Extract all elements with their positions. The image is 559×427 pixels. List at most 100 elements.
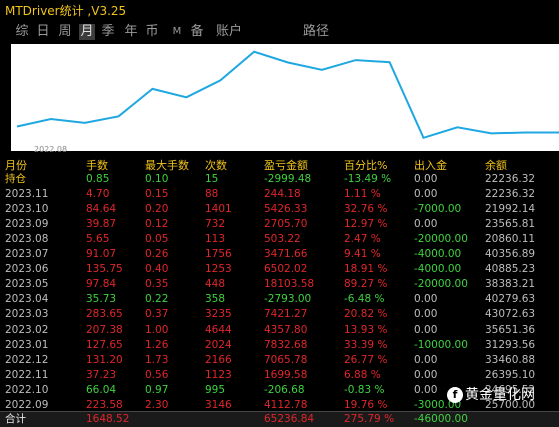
table-cell: 207.38 xyxy=(86,323,123,336)
watermark-logo-icon: f xyxy=(447,387,463,403)
column-header: 月份 xyxy=(5,159,27,172)
table-cell: 2024 xyxy=(205,338,232,351)
table-cell: 33.39 % xyxy=(344,338,388,351)
table-row: 2023.10 84.64 0.20 1401 5426.33 32.76 % -7000.… xyxy=(0,203,559,216)
equity-chart-svg xyxy=(16,50,559,140)
tab-6[interactable]: 币 xyxy=(145,24,159,39)
table-cell: 3471.66 xyxy=(264,248,308,261)
table-cell: -10000.00 xyxy=(414,338,468,351)
column-header: 余额 xyxy=(485,159,507,172)
column-header: 百分比% xyxy=(344,159,388,172)
table-cell: 4644 xyxy=(205,323,232,336)
table-cell: 15 xyxy=(205,173,219,185)
table-row: 2022.10 66.04 0.97 995 -206.68 -0.83 % 0.00 246… xyxy=(0,384,559,397)
table-row: 2023.04 35.73 0.22 358 -2793.00 -6.48 % 0.00 40… xyxy=(0,293,559,306)
table-cell: 33460.88 xyxy=(485,353,536,366)
table-cell: 2022.10 xyxy=(5,383,49,396)
table-cell: 91.07 xyxy=(86,248,117,261)
total-cell: 1648.52 xyxy=(86,413,130,425)
table-cell: -2999.48 xyxy=(264,173,312,185)
table-cell: 40356.89 xyxy=(485,248,536,261)
table-cell: 448 xyxy=(205,278,226,291)
table-cell: 39.87 xyxy=(86,218,117,231)
table-cell: 40279.63 xyxy=(485,293,536,306)
tab-4[interactable]: 季 xyxy=(101,24,115,39)
table-cell: 1756 xyxy=(205,248,232,261)
table-cell: 26395.10 xyxy=(485,368,536,381)
table-cell: 13.93 % xyxy=(344,323,388,336)
table-cell: 20.82 % xyxy=(344,308,388,321)
watermark: f 黄金量化网 xyxy=(447,384,535,406)
total-cell: 合计 xyxy=(5,413,26,425)
tab-2[interactable]: 周 xyxy=(58,24,72,39)
table-cell: 3146 xyxy=(205,398,232,411)
table-cell: 2023.02 xyxy=(5,323,49,336)
table-cell: 2023.04 xyxy=(5,293,49,306)
tab-9[interactable]: 账户 xyxy=(215,24,242,39)
table-cell: 18103.58 xyxy=(264,278,315,291)
tab-8[interactable]: 备 xyxy=(190,24,204,39)
table-cell: 1.00 xyxy=(145,323,169,336)
table-cell: 22236.32 xyxy=(485,173,536,185)
table-cell: 503.22 xyxy=(264,233,301,246)
table-cell: 66.04 xyxy=(86,383,117,396)
table-cell: 2023.03 xyxy=(5,308,49,321)
watermark-text: 黄金量化网 xyxy=(465,387,535,403)
table-cell: 7065.78 xyxy=(264,353,308,366)
table-row: 2022.11 37.23 0.56 1123 1699.58 6.88 % 0.00 263… xyxy=(0,369,559,382)
table-cell: 223.58 xyxy=(86,398,123,411)
table-cell: -206.68 xyxy=(264,383,305,396)
table-cell: 2023.07 xyxy=(5,248,49,261)
table-cell: 2022.09 xyxy=(5,398,49,411)
equity-line xyxy=(16,50,559,140)
table-cell: 88 xyxy=(205,188,219,201)
table-cell: 20860.11 xyxy=(485,233,536,246)
table-cell: 5.65 xyxy=(86,233,110,246)
table-cell: 135.75 xyxy=(86,263,123,276)
table-cell: 38383.21 xyxy=(485,278,536,291)
tab-5[interactable]: 年 xyxy=(124,24,138,39)
table-cell: 22236.32 xyxy=(485,188,536,201)
tab-7[interactable]: M xyxy=(172,26,182,37)
total-row: 合计 1648.52 65236.84 275.79 % -46000.00 xyxy=(0,411,559,427)
total-cell: 275.79 % xyxy=(344,413,395,425)
table-cell: 0.37 xyxy=(145,308,169,321)
table-cell: 2023.09 xyxy=(5,218,49,231)
table-cell: 35651.36 xyxy=(485,323,536,336)
column-header: 最大手数 xyxy=(145,159,189,172)
table-cell: 1.26 xyxy=(145,338,169,351)
tab-0[interactable]: 综 xyxy=(15,24,29,39)
table-cell: 4.70 xyxy=(86,188,110,201)
table-cell: 19.76 % xyxy=(344,398,388,411)
table-cell: 1401 xyxy=(205,203,232,216)
table-cell: -3000.00 xyxy=(414,398,462,411)
table-row: 2022.12 131.20 1.73 2166 7065.78 26.77 % 0.00 3… xyxy=(0,354,559,367)
table-cell: 35.73 xyxy=(86,293,117,306)
table-cell: 26.77 % xyxy=(344,353,388,366)
table-row: 2023.02 207.38 1.00 4644 4357.80 13.93 % 0.00 3… xyxy=(0,324,559,337)
table-cell: 84.64 xyxy=(86,203,117,216)
table-cell: -13.49 % xyxy=(344,173,392,185)
table-cell: 0.00 xyxy=(414,218,438,231)
table-cell: 6.88 % xyxy=(344,368,381,381)
table-cell: 89.27 % xyxy=(344,278,388,291)
table-cell: 358 xyxy=(205,293,226,306)
table-cell: 0.10 xyxy=(145,173,169,185)
table-cell: 2023.08 xyxy=(5,233,49,246)
table-cell: 2166 xyxy=(205,353,232,366)
table-cell: 0.26 xyxy=(145,248,169,261)
table-cell: -2793.00 xyxy=(264,293,312,306)
table-cell: 4357.80 xyxy=(264,323,308,336)
table-cell: 2022.12 xyxy=(5,353,49,366)
table-cell: 2023.05 xyxy=(5,278,49,291)
tab-1[interactable]: 日 xyxy=(36,24,50,39)
column-header: 盈亏金额 xyxy=(264,159,308,172)
tab-3[interactable]: 月 xyxy=(79,24,95,40)
table-cell: 2023.06 xyxy=(5,263,49,276)
table-cell: 2023.01 xyxy=(5,338,49,351)
tab-10[interactable]: 路径 xyxy=(302,24,329,39)
table-cell: 18.91 % xyxy=(344,263,388,276)
table-cell: 37.23 xyxy=(86,368,117,381)
table-cell: 97.84 xyxy=(86,278,117,291)
total-cell: -46000.00 xyxy=(414,413,468,425)
